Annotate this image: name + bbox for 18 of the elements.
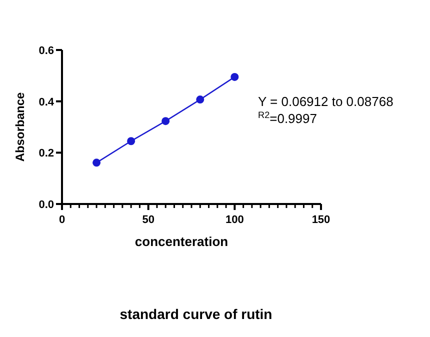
y-tick-label: 0.0 [38, 199, 54, 211]
x-tick-label: 0 [58, 214, 66, 226]
point [162, 117, 170, 126]
text: standard curve of rutin [120, 306, 272, 322]
y-tick-label: 0.4 [38, 96, 55, 108]
y-axis-title: Absorbance [13, 92, 27, 162]
x-tick-label: 50 [142, 214, 154, 226]
y-tick-label: 0.2 [38, 148, 54, 160]
x-tick-label: 150 [312, 214, 330, 226]
point [196, 96, 204, 104]
y-tick-label: 0.6 [38, 45, 54, 57]
point [92, 158, 101, 167]
x-tick-label: 100 [225, 214, 244, 226]
text: Y = 0.06912 to 0.08768 [258, 94, 394, 109]
point [127, 137, 136, 146]
annotation: $^{R2}$=0.9997 [258, 110, 317, 126]
x-axis-title: concenteration [134, 234, 228, 249]
point [230, 72, 239, 81]
